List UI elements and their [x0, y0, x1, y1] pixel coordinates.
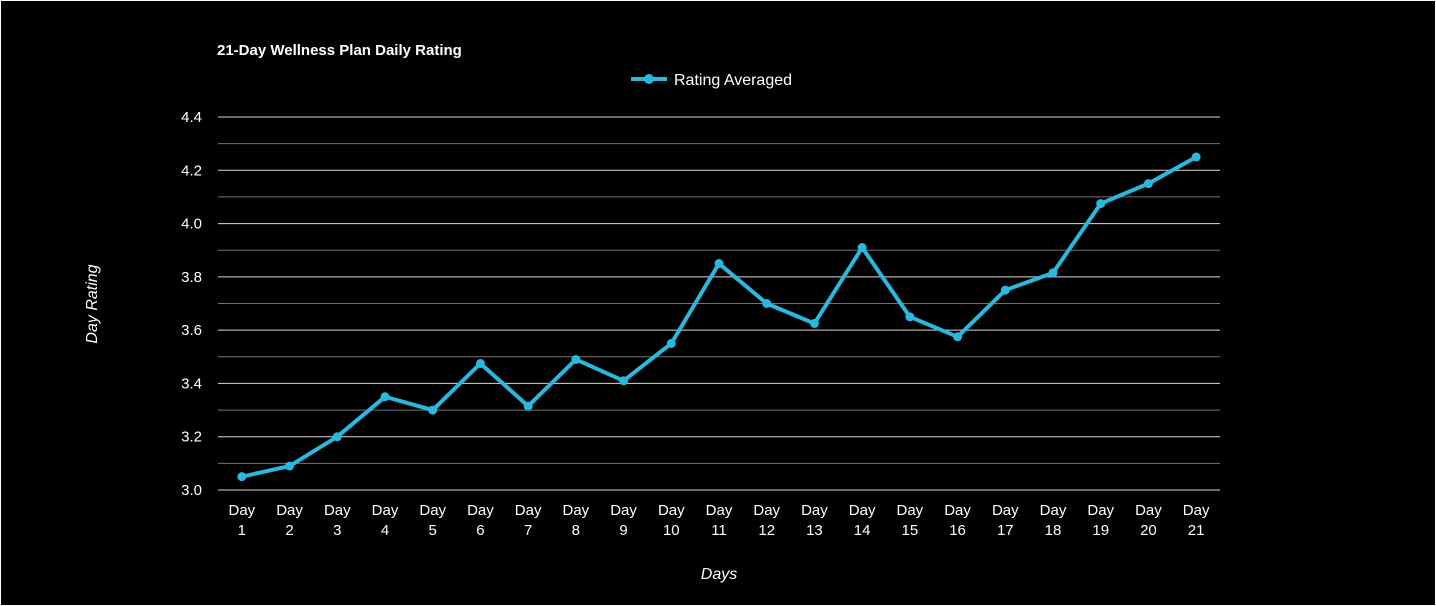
- y-axis-ticks: 3.0 3.2 3.4 3.6 3.8 4.0 4.2 4.4: [181, 109, 202, 499]
- x-tick-label: Day 12: [753, 502, 780, 539]
- x-tick-label: Day 11: [706, 502, 733, 539]
- y-tick-label: 3.8: [181, 269, 202, 286]
- legend-marker-icon: [644, 74, 654, 84]
- data-point: [809, 318, 819, 328]
- data-point: [857, 243, 867, 253]
- data-point: [523, 401, 533, 411]
- data-point: [1000, 285, 1010, 295]
- data-point: [905, 312, 915, 322]
- chart-title: 21-Day Wellness Plan Daily Rating: [217, 42, 462, 59]
- x-tick-label: Day 7: [515, 502, 542, 539]
- y-tick-label: 4.2: [181, 162, 202, 179]
- data-point: [762, 299, 772, 308]
- x-tick-label: Day 4: [372, 502, 399, 539]
- x-tick-label: Day 20: [1135, 502, 1162, 539]
- y-tick-label: 4.4: [181, 109, 202, 126]
- x-tick-label: Day 5: [419, 502, 446, 539]
- data-point: [332, 432, 342, 442]
- x-tick-label: Day 17: [992, 502, 1019, 539]
- x-axis-ticks: Day 1 Day 2 Day 3 Day 4 Day 5 Day 6 Day 7 Day 8 Day 9 Day 1…: [229, 502, 1210, 539]
- x-tick-label: Day 19: [1087, 502, 1114, 539]
- data-point: [666, 338, 676, 348]
- x-axis-title: Days: [701, 566, 737, 583]
- x-tick-label: Day 6: [467, 502, 494, 539]
- grid: [218, 116, 1220, 491]
- x-tick-label: Day 8: [563, 502, 590, 539]
- x-tick-label: Day 21: [1183, 502, 1210, 539]
- data-point: [619, 376, 629, 386]
- data-point: [428, 405, 438, 415]
- data-point: [285, 461, 295, 471]
- x-tick-label: Day 16: [944, 502, 971, 539]
- y-tick-label: 3.0: [181, 482, 202, 499]
- data-point: [714, 259, 724, 269]
- x-tick-label: Day 1: [229, 502, 256, 539]
- data-point: [1191, 152, 1201, 162]
- data-point: [1048, 268, 1058, 278]
- x-tick-label: Day 13: [801, 502, 828, 539]
- x-tick-label: Day 15: [897, 502, 924, 539]
- y-tick-label: 3.6: [181, 322, 202, 339]
- x-tick-label: Day 10: [658, 502, 685, 539]
- y-tick-label: 3.4: [181, 375, 202, 392]
- y-tick-label: 4.0: [181, 216, 202, 233]
- data-point: [1096, 199, 1106, 209]
- x-tick-label: Day 9: [610, 502, 637, 539]
- y-axis-title: Day Rating: [84, 264, 101, 343]
- data-point: [237, 472, 247, 482]
- data-point: [475, 358, 485, 368]
- x-tick-label: Day 3: [324, 502, 351, 539]
- x-tick-label: Day 18: [1040, 502, 1067, 539]
- legend: Rating Averaged: [631, 72, 792, 89]
- data-point: [1143, 179, 1153, 189]
- data-point: [571, 354, 581, 364]
- series-rating-averaged: [237, 152, 1201, 482]
- y-tick-label: 3.2: [181, 429, 202, 446]
- data-point: [953, 332, 963, 342]
- legend-label: Rating Averaged: [674, 72, 792, 89]
- x-tick-label: Day 2: [276, 502, 303, 539]
- x-tick-label: Day 14: [849, 502, 876, 539]
- series-line: [241, 155, 1198, 479]
- data-point: [380, 392, 390, 402]
